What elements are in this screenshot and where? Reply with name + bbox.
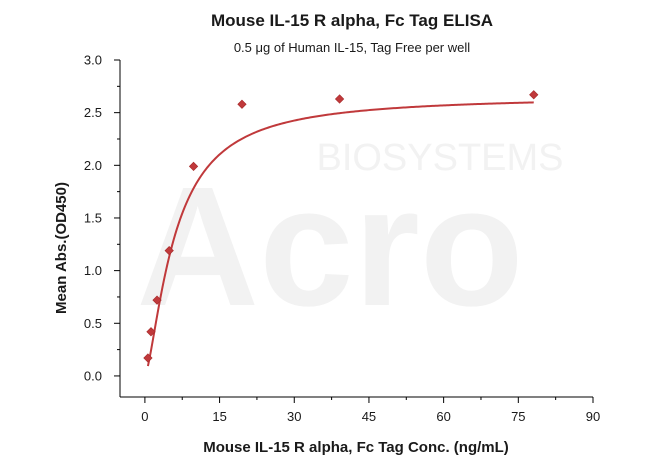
x-tick-label: 90 bbox=[586, 409, 600, 424]
data-point bbox=[188, 161, 199, 171]
x-axis-label: Mouse IL-15 R alpha, Fc Tag Conc. (ng/mL… bbox=[203, 439, 509, 456]
y-tick-label: 3.0 bbox=[84, 53, 102, 68]
x-tick-label: 60 bbox=[436, 409, 450, 424]
data-point bbox=[143, 353, 153, 363]
data-point bbox=[146, 327, 156, 337]
watermark-biosystems: BIOSYSTEMS bbox=[316, 137, 563, 179]
watermark: BIOSYSTEMS Acro bbox=[136, 137, 563, 342]
data-point bbox=[237, 99, 247, 109]
y-tick-label: 1.0 bbox=[84, 263, 102, 278]
data-point bbox=[164, 245, 174, 256]
chart-subtitle: 0.5 μg of Human IL-15, Tag Free per well bbox=[234, 40, 470, 55]
y-tick-label: 1.5 bbox=[84, 210, 102, 225]
chart-title: Mouse IL-15 R alpha, Fc Tag ELISA bbox=[211, 11, 493, 30]
data-point bbox=[529, 90, 539, 100]
y-tick-label: 2.0 bbox=[84, 158, 102, 173]
data-points bbox=[143, 90, 539, 363]
fit-curve bbox=[146, 101, 534, 367]
x-axis-ticks: 0 15 30 45 60 75 90 bbox=[141, 397, 600, 424]
x-tick-label: 0 bbox=[141, 409, 148, 424]
data-point bbox=[152, 295, 162, 305]
y-tick-label: 0.0 bbox=[84, 368, 102, 383]
x-tick-label: 75 bbox=[511, 409, 525, 424]
x-tick-label: 30 bbox=[287, 409, 301, 424]
x-tick-label: 45 bbox=[362, 409, 376, 424]
y-tick-label: 2.5 bbox=[84, 105, 102, 120]
watermark-acro: Acro bbox=[136, 152, 523, 342]
y-axis-label: Mean Abs.(OD450) bbox=[53, 182, 70, 314]
y-axis-ticks: 0.0 0.5 1.0 1.5 2.0 2.5 3.0 bbox=[84, 53, 120, 383]
data-point bbox=[334, 94, 345, 104]
x-tick-label: 15 bbox=[212, 409, 226, 424]
y-tick-label: 0.5 bbox=[84, 316, 102, 331]
